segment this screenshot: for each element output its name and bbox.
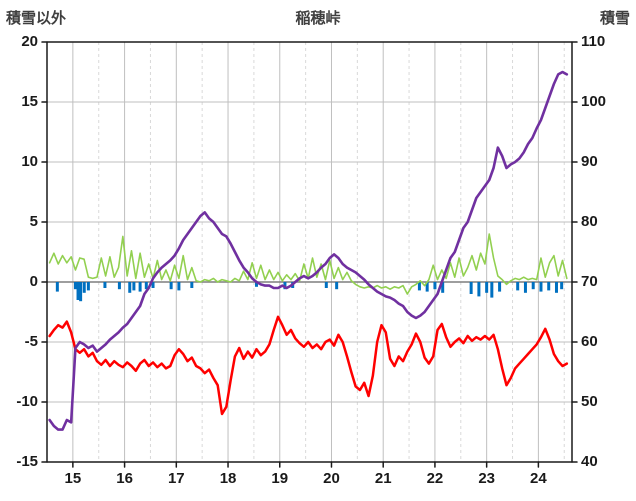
left-axis-title: 積雪以外 (6, 10, 67, 27)
right-axis-title: 積雪 (599, 10, 630, 27)
chart-title: 稲穂峠 (295, 10, 341, 27)
